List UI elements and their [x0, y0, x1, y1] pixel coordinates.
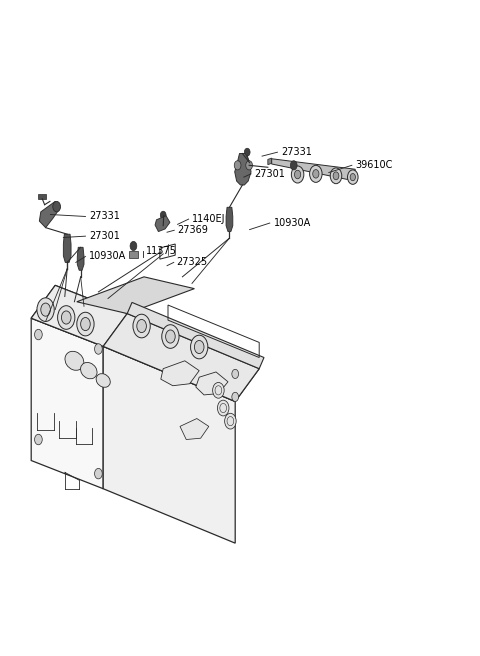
Text: 27301: 27301 [89, 231, 120, 241]
Text: 11375: 11375 [146, 245, 177, 256]
Circle shape [234, 161, 241, 170]
Circle shape [35, 329, 42, 340]
Ellipse shape [65, 352, 84, 370]
Circle shape [41, 303, 50, 316]
Text: 27301: 27301 [254, 169, 285, 179]
Polygon shape [180, 419, 209, 440]
Circle shape [95, 344, 102, 354]
Circle shape [130, 241, 137, 251]
Polygon shape [31, 285, 127, 346]
Polygon shape [103, 314, 259, 401]
Polygon shape [161, 361, 199, 386]
Circle shape [313, 169, 319, 178]
Circle shape [295, 170, 300, 178]
Polygon shape [77, 277, 194, 314]
Text: 10930A: 10930A [274, 218, 311, 228]
Polygon shape [31, 285, 127, 346]
Text: 27369: 27369 [178, 225, 208, 236]
Polygon shape [127, 302, 264, 369]
Polygon shape [268, 158, 272, 165]
Polygon shape [63, 234, 71, 262]
Circle shape [213, 382, 224, 398]
Circle shape [217, 400, 229, 416]
Circle shape [58, 306, 75, 329]
Circle shape [330, 168, 342, 184]
Polygon shape [31, 318, 103, 489]
Circle shape [350, 173, 355, 180]
Circle shape [348, 170, 358, 184]
Circle shape [166, 330, 175, 343]
Circle shape [37, 298, 54, 321]
Polygon shape [39, 201, 60, 228]
Polygon shape [77, 247, 84, 270]
Ellipse shape [96, 374, 110, 387]
Text: 39610C: 39610C [355, 160, 393, 171]
Circle shape [246, 161, 252, 170]
Circle shape [333, 172, 339, 180]
Circle shape [162, 325, 179, 348]
Polygon shape [196, 372, 228, 395]
Polygon shape [272, 159, 355, 181]
Ellipse shape [81, 363, 97, 379]
Polygon shape [155, 216, 170, 232]
Polygon shape [103, 346, 235, 543]
Text: 27331: 27331 [281, 147, 312, 157]
Text: 27325: 27325 [177, 257, 208, 268]
Polygon shape [235, 154, 251, 185]
Circle shape [53, 201, 60, 212]
Text: 27331: 27331 [89, 211, 120, 222]
Polygon shape [38, 194, 46, 199]
Circle shape [133, 314, 150, 338]
Circle shape [291, 166, 304, 183]
Circle shape [95, 468, 102, 479]
Text: 1140EJ: 1140EJ [192, 214, 226, 224]
Circle shape [290, 161, 297, 170]
Circle shape [232, 392, 239, 401]
Circle shape [160, 211, 166, 219]
Circle shape [191, 335, 208, 359]
Polygon shape [226, 207, 233, 232]
Circle shape [61, 311, 71, 324]
Polygon shape [103, 314, 259, 401]
Circle shape [194, 340, 204, 354]
Circle shape [81, 318, 90, 331]
Text: 10930A: 10930A [89, 251, 126, 262]
Circle shape [225, 413, 236, 429]
Circle shape [35, 434, 42, 445]
Polygon shape [129, 251, 138, 258]
Circle shape [137, 319, 146, 333]
Circle shape [232, 369, 239, 379]
Circle shape [77, 312, 94, 336]
Circle shape [310, 165, 322, 182]
Circle shape [244, 148, 250, 156]
